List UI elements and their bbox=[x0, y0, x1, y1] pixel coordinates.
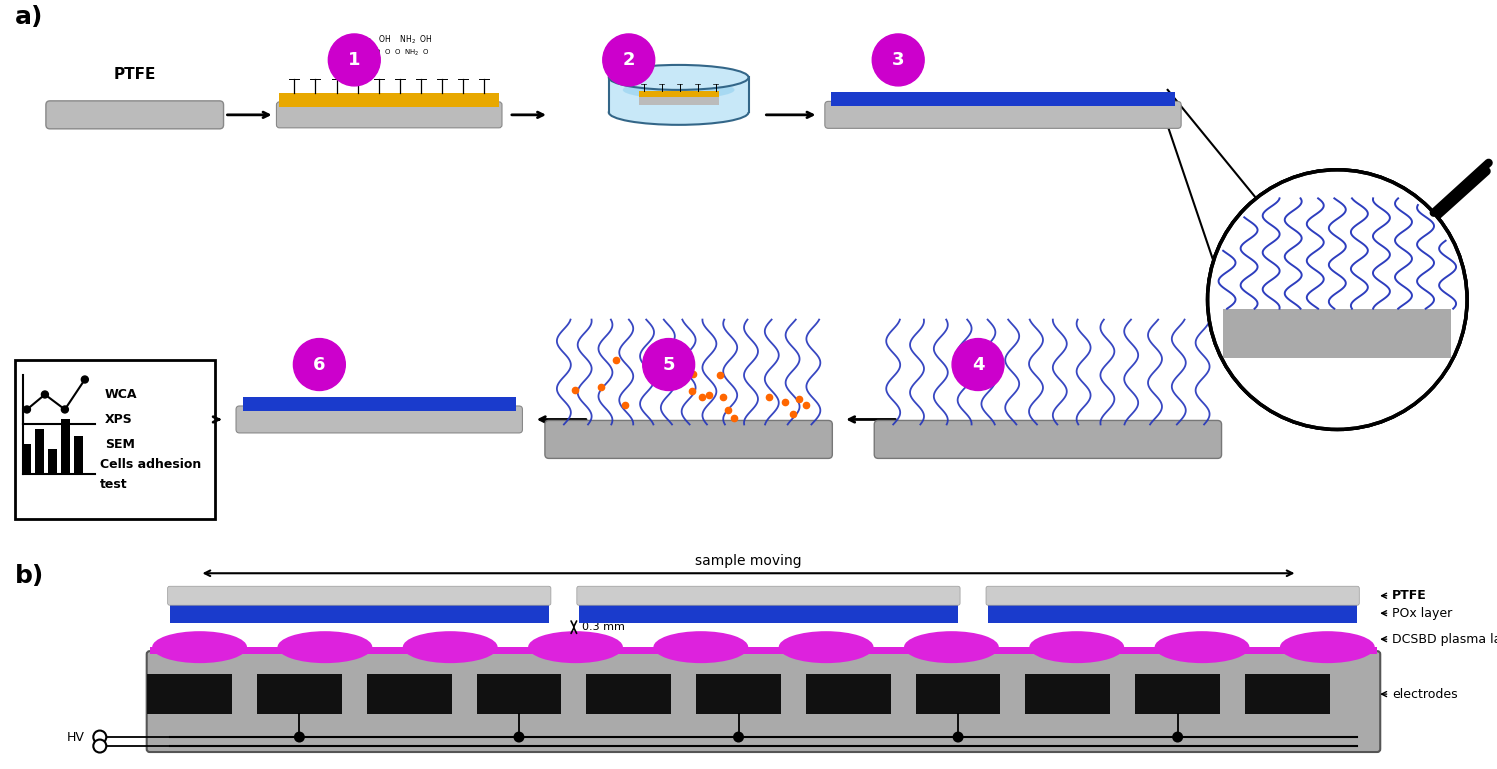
FancyBboxPatch shape bbox=[545, 421, 832, 458]
Circle shape bbox=[93, 731, 106, 744]
Text: PTFE: PTFE bbox=[1382, 589, 1427, 602]
Circle shape bbox=[513, 731, 524, 743]
Text: HO    $\circ$   OH    NH$_2$  OH: HO $\circ$ OH NH$_2$ OH bbox=[346, 34, 433, 46]
FancyBboxPatch shape bbox=[147, 651, 1380, 752]
Ellipse shape bbox=[1154, 631, 1250, 663]
Circle shape bbox=[642, 338, 695, 391]
Text: XPS: XPS bbox=[105, 413, 133, 426]
Bar bbox=[48, 449, 57, 474]
Text: SEM: SEM bbox=[105, 438, 135, 451]
Circle shape bbox=[734, 731, 744, 743]
Text: Cells adhesion: Cells adhesion bbox=[100, 458, 201, 471]
Bar bbox=[75, 437, 84, 474]
Bar bbox=[367, 674, 452, 714]
Circle shape bbox=[93, 740, 106, 753]
Circle shape bbox=[1208, 170, 1467, 429]
Bar bbox=[639, 91, 719, 97]
Bar bbox=[988, 603, 1358, 623]
Text: 6: 6 bbox=[313, 355, 326, 374]
Text: HV: HV bbox=[67, 731, 85, 744]
Circle shape bbox=[24, 406, 30, 413]
Ellipse shape bbox=[623, 81, 735, 99]
FancyBboxPatch shape bbox=[825, 102, 1181, 128]
Bar bbox=[476, 674, 561, 714]
Bar bbox=[36, 429, 45, 474]
FancyBboxPatch shape bbox=[168, 586, 551, 605]
Bar bbox=[1223, 308, 1452, 358]
Text: 5: 5 bbox=[662, 355, 675, 374]
Ellipse shape bbox=[609, 100, 748, 125]
Bar bbox=[243, 397, 516, 411]
Ellipse shape bbox=[1280, 631, 1374, 663]
Bar bbox=[916, 674, 1000, 714]
Text: electrodes: electrodes bbox=[1382, 687, 1458, 701]
Bar bbox=[639, 97, 719, 105]
Text: O  OH  O  O  O  NH$_2$  O: O OH O O O NH$_2$ O bbox=[349, 48, 430, 58]
Circle shape bbox=[1208, 170, 1467, 429]
Bar bbox=[696, 674, 781, 714]
Text: DCSBD plasma layer: DCSBD plasma layer bbox=[1382, 633, 1497, 646]
Bar bbox=[587, 674, 671, 714]
FancyBboxPatch shape bbox=[277, 102, 501, 128]
Bar bbox=[147, 674, 232, 714]
Bar bbox=[61, 419, 70, 474]
FancyBboxPatch shape bbox=[576, 586, 960, 605]
Bar bbox=[150, 647, 1377, 654]
Bar bbox=[1223, 306, 1452, 358]
Text: a): a) bbox=[15, 5, 43, 29]
Circle shape bbox=[873, 34, 924, 86]
Circle shape bbox=[952, 338, 1004, 391]
Circle shape bbox=[81, 376, 88, 383]
Ellipse shape bbox=[277, 631, 373, 663]
Circle shape bbox=[293, 731, 305, 743]
Bar bbox=[831, 92, 1175, 106]
Ellipse shape bbox=[653, 631, 748, 663]
Circle shape bbox=[1172, 731, 1183, 743]
Bar bbox=[15, 360, 214, 519]
Ellipse shape bbox=[778, 631, 874, 663]
FancyBboxPatch shape bbox=[987, 586, 1359, 605]
Ellipse shape bbox=[609, 65, 748, 90]
Ellipse shape bbox=[1030, 631, 1124, 663]
Bar bbox=[1025, 674, 1111, 714]
Bar bbox=[805, 674, 891, 714]
Text: 4: 4 bbox=[972, 355, 985, 374]
Bar bbox=[22, 444, 31, 474]
Ellipse shape bbox=[904, 631, 998, 663]
Text: b): b) bbox=[15, 564, 45, 588]
Circle shape bbox=[293, 338, 346, 391]
Circle shape bbox=[42, 391, 48, 398]
Bar bbox=[609, 78, 748, 112]
Bar bbox=[280, 93, 499, 107]
Circle shape bbox=[603, 34, 654, 86]
Text: sample moving: sample moving bbox=[695, 554, 802, 568]
Bar bbox=[1246, 674, 1329, 714]
FancyBboxPatch shape bbox=[46, 101, 223, 129]
Text: 0.3 mm: 0.3 mm bbox=[582, 622, 624, 632]
Circle shape bbox=[328, 34, 380, 86]
Circle shape bbox=[952, 731, 964, 743]
Text: PTFE: PTFE bbox=[114, 68, 156, 82]
Bar bbox=[169, 603, 549, 623]
Bar bbox=[1135, 674, 1220, 714]
FancyBboxPatch shape bbox=[874, 421, 1222, 458]
Ellipse shape bbox=[403, 631, 497, 663]
Bar bbox=[257, 674, 341, 714]
Bar bbox=[579, 603, 958, 623]
FancyBboxPatch shape bbox=[237, 406, 522, 433]
Ellipse shape bbox=[528, 631, 623, 663]
Text: POx layer: POx layer bbox=[1382, 607, 1452, 620]
Text: test: test bbox=[100, 478, 127, 491]
Circle shape bbox=[61, 406, 69, 413]
Text: 3: 3 bbox=[892, 51, 904, 69]
Ellipse shape bbox=[153, 631, 247, 663]
Text: 1: 1 bbox=[347, 51, 361, 69]
Text: WCA: WCA bbox=[105, 388, 138, 401]
Text: 2: 2 bbox=[623, 51, 635, 69]
